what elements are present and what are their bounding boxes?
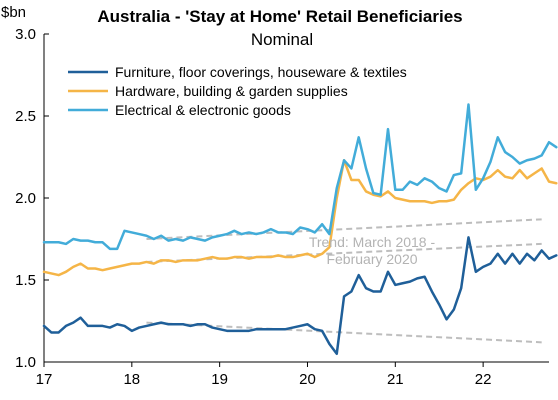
series-line [42,103,558,251]
x-tick-label: 20 [299,371,316,388]
y-tick-label: 2.0 [15,190,36,207]
trend-label: Trend: March 2018 -February 2020 [309,234,436,267]
trend-line [146,242,542,263]
legend-label: Hardware, building & garden supplies [115,83,348,99]
x-tick-label: 22 [475,371,492,388]
y-tick-label: 3.0 [15,26,36,43]
x-ticks: 17 18 19 20 21 22 [36,362,492,388]
series-line [42,159,558,277]
y-tick-label: 2.5 [15,108,36,125]
chart-title: Australia - 'Stay at Home' Retail Benefi… [97,7,462,26]
legend-label: Furniture, floor coverings, houseware & … [115,64,407,80]
unit-label: $bn [1,4,26,21]
y-tick-label: 1.5 [15,272,36,289]
trend-line [146,218,542,240]
trend-lines [146,218,542,344]
x-tick-label: 18 [123,371,140,388]
series-line [42,236,558,356]
trend-line [146,321,542,344]
legend-label: Electrical & electronic goods [115,102,291,118]
chart-subtitle: Nominal [251,30,313,49]
x-tick-label: 21 [387,371,404,388]
series-lines [42,103,558,356]
x-tick-label: 19 [211,371,228,388]
x-tick-label: 17 [36,371,53,388]
y-tick-label: 1.0 [15,354,36,371]
legend: Furniture, floor coverings, houseware & … [68,64,407,118]
y-ticks: 1.0 1.5 2.0 2.5 3.0 [15,26,49,371]
